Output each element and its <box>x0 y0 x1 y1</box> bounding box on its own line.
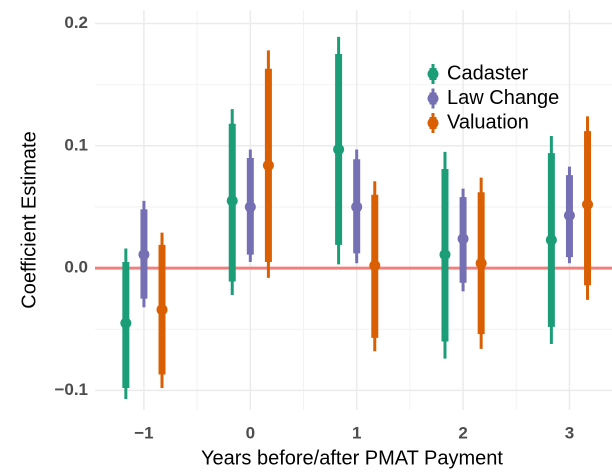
x-tick-label: 0 <box>246 423 255 442</box>
legend-label: Law Change <box>447 87 559 109</box>
point-estimate <box>475 257 487 269</box>
point-estimate <box>120 317 132 329</box>
y-tick-label: 0.2 <box>64 13 88 32</box>
legend-label: Cadaster <box>447 62 528 84</box>
point-estimate <box>262 159 274 171</box>
legend-label: Valuation <box>447 111 529 133</box>
point-estimate <box>545 234 557 246</box>
y-tick-label: 0.0 <box>64 258 88 277</box>
point-estimate <box>439 249 451 261</box>
point-estimate <box>351 201 363 213</box>
point-estimate <box>156 304 168 316</box>
point-estimate <box>457 233 469 245</box>
point-estimate <box>138 249 150 261</box>
y-tick-label: −0.1 <box>54 380 88 399</box>
point-estimate <box>333 143 345 155</box>
x-axis-title: Years before/after PMAT Payment <box>201 447 503 469</box>
y-tick-label: 0.1 <box>64 135 88 154</box>
legend-icon <box>427 93 439 104</box>
point-estimate <box>226 195 238 207</box>
point-estimate <box>582 198 594 210</box>
point-estimate <box>244 201 256 213</box>
legend-icon <box>427 68 439 80</box>
point-estimate <box>563 210 575 222</box>
x-tick-label: 3 <box>565 423 574 442</box>
x-tick-label: 2 <box>458 423 467 442</box>
point-estimate <box>369 260 381 272</box>
x-tick-label: 1 <box>352 423 361 442</box>
x-tick-label: −1 <box>134 423 153 442</box>
legend-icon <box>427 117 439 129</box>
y-axis-title: Coefficient Estimate <box>18 131 40 309</box>
